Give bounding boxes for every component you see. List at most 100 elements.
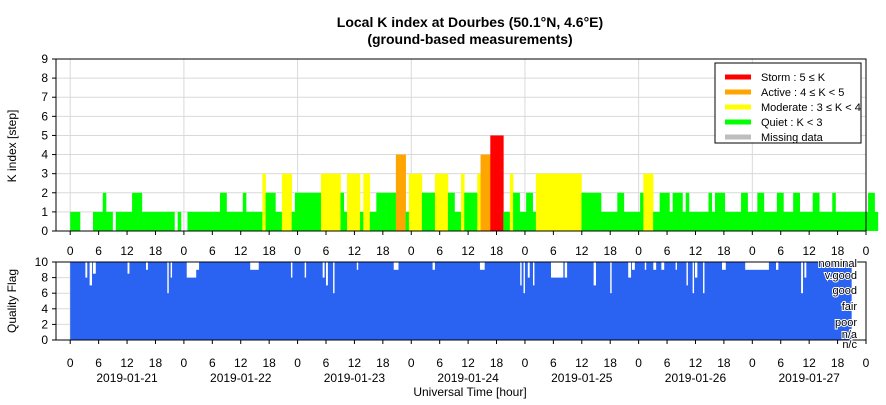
quality-flag-dip (776, 262, 779, 270)
k-x-tick-label: 18 (262, 244, 276, 258)
k-x-tick-label: 12 (120, 244, 134, 258)
k-index-bar (721, 192, 726, 231)
k-index-bar (793, 192, 797, 231)
k-index-bar (731, 211, 735, 231)
quality-flag-dip (551, 262, 564, 278)
k-index-bar (259, 211, 263, 231)
k-index-bar (190, 211, 195, 231)
qf-x-tick-label: 0 (749, 356, 756, 370)
qf-x-tick-label: 6 (95, 356, 102, 370)
quality-flag-area (70, 262, 852, 340)
k-x-tick-label: 12 (689, 244, 703, 258)
quality-flag-dip (801, 262, 803, 294)
k-index-bar (233, 211, 237, 231)
k-index-bar (529, 192, 533, 231)
qf-x-tick-label: 6 (550, 356, 557, 370)
k-index-bar (500, 135, 504, 231)
legend-label: Storm : 5 ≤ K (761, 72, 826, 84)
k-x-tick-label: 0 (635, 244, 642, 258)
k-index-bar (692, 211, 696, 231)
qf-x-tick-label: 18 (831, 356, 845, 370)
k-x-tick-label: 12 (461, 244, 475, 258)
k-index-bar (187, 211, 192, 231)
quality-flag-dip (92, 262, 96, 274)
k-index-bar (431, 192, 436, 231)
legend-label: Quiet : K < 3 (761, 117, 822, 129)
k-index-bar (291, 211, 296, 231)
k-index-bar (405, 211, 410, 231)
k-index-bar (858, 211, 862, 231)
date-label: 2019-01-23 (324, 371, 386, 385)
k-index-bar (848, 211, 853, 231)
k-index-bar (268, 192, 273, 231)
k-index-bar (747, 211, 752, 231)
k-index-bar (734, 211, 739, 231)
k-index-bar (418, 173, 423, 231)
k-index-bar (122, 211, 126, 231)
k-index-bar (379, 192, 384, 231)
qf-y-tick-label: 0 (41, 333, 48, 347)
k-x-tick-label: 6 (777, 244, 784, 258)
k-index-bar (249, 211, 253, 231)
qf-x-tick-label: 0 (635, 356, 642, 370)
k-index-bar (741, 192, 745, 231)
k-index-bar (555, 173, 559, 231)
k-index-bar (366, 173, 371, 231)
quality-flag-dip (564, 262, 568, 278)
qf-x-tick-label: 12 (575, 356, 589, 370)
qf-x-tick-label: 18 (717, 356, 731, 370)
k-index-bar (347, 173, 351, 231)
quality-flag-dip (745, 262, 769, 270)
k-index-bar (672, 192, 677, 231)
k-x-tick-label: 6 (209, 244, 216, 258)
quality-flag-dip (644, 262, 647, 270)
k-index-bar (604, 211, 608, 231)
k-index-bar (861, 211, 866, 231)
k-index-bar (526, 192, 530, 231)
k-x-tick-label: 6 (95, 244, 102, 258)
quality-flag-dip (686, 262, 688, 286)
k-x-tick-label: 0 (863, 244, 870, 258)
k-index-bar (278, 211, 283, 231)
quality-category-label: n/c (842, 339, 857, 351)
k-index-bar (783, 211, 787, 231)
k-index-bar (825, 211, 830, 231)
quality-flag-dip (653, 262, 657, 270)
quality-flag-dip (195, 262, 200, 270)
qf-x-tick-label: 18 (262, 356, 276, 370)
k-index-bar (294, 192, 299, 231)
k-index-bar (353, 173, 358, 231)
legend-label: Moderate : 3 ≤ K < 4 (761, 102, 861, 114)
k-index-bar (343, 211, 348, 231)
k-index-bar (470, 192, 475, 231)
k-y-tick-label: 7 (41, 90, 48, 104)
k-index-bar (252, 211, 257, 231)
quality-flag-dip (479, 262, 485, 270)
k-index-bar (421, 192, 426, 231)
k-index-bar (496, 135, 501, 231)
quality-category-label: good (833, 285, 857, 297)
k-index-bar (705, 211, 709, 231)
k-index-bar (356, 173, 361, 231)
k-index-bar (770, 211, 774, 231)
k-index-bar (171, 211, 175, 231)
qf-x-tick-label: 0 (408, 356, 415, 370)
k-index-bar (132, 192, 136, 231)
k-x-tick-label: 0 (408, 244, 415, 258)
k-index-bar (675, 192, 680, 231)
k-x-tick-label: 6 (436, 244, 443, 258)
x-axis-label: Universal Time [hour] (413, 385, 526, 399)
k-index-bar (229, 211, 234, 231)
k-index-bar (330, 173, 335, 231)
k-x-tick-label: 18 (376, 244, 390, 258)
k-index-bar (441, 173, 446, 231)
k-y-tick-label: 6 (41, 109, 48, 123)
k-index-bar (402, 154, 406, 231)
quality-flag-dip (290, 262, 293, 278)
k-index-bar (532, 211, 537, 231)
k-index-bar (754, 211, 758, 231)
k-index-bar (519, 211, 524, 231)
k-index-bar (428, 192, 432, 231)
quality-flag-axis-label: Quality Flag (5, 269, 19, 333)
k-index-bar (806, 211, 810, 231)
